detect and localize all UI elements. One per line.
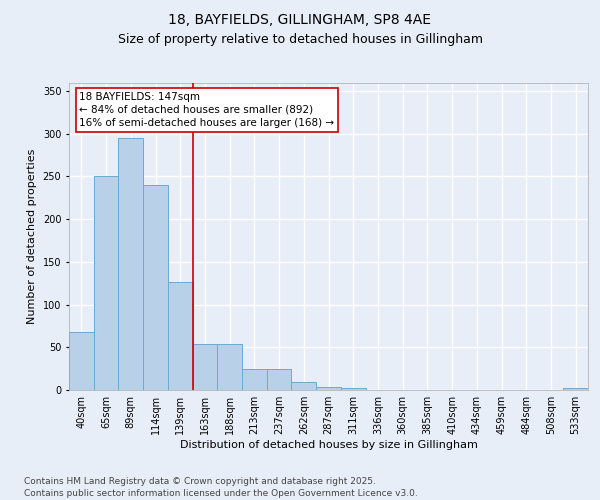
Bar [217,344,242,390]
Bar [316,386,341,390]
Bar [341,388,365,390]
Bar [143,185,168,390]
Text: Size of property relative to detached houses in Gillingham: Size of property relative to detached ho… [118,32,482,46]
Bar [168,282,193,390]
Bar [69,332,94,390]
Bar [118,138,143,390]
Text: 18 BAYFIELDS: 147sqm
← 84% of detached houses are smaller (892)
16% of semi-deta: 18 BAYFIELDS: 147sqm ← 84% of detached h… [79,92,335,128]
Bar [242,368,267,390]
Bar [193,344,217,390]
Bar [94,176,118,390]
Bar [267,368,292,390]
Bar [563,388,588,390]
Text: Contains HM Land Registry data © Crown copyright and database right 2025.
Contai: Contains HM Land Registry data © Crown c… [24,476,418,498]
Y-axis label: Number of detached properties: Number of detached properties [27,148,37,324]
Text: 18, BAYFIELDS, GILLINGHAM, SP8 4AE: 18, BAYFIELDS, GILLINGHAM, SP8 4AE [169,12,431,26]
Bar [292,382,316,390]
X-axis label: Distribution of detached houses by size in Gillingham: Distribution of detached houses by size … [179,440,478,450]
